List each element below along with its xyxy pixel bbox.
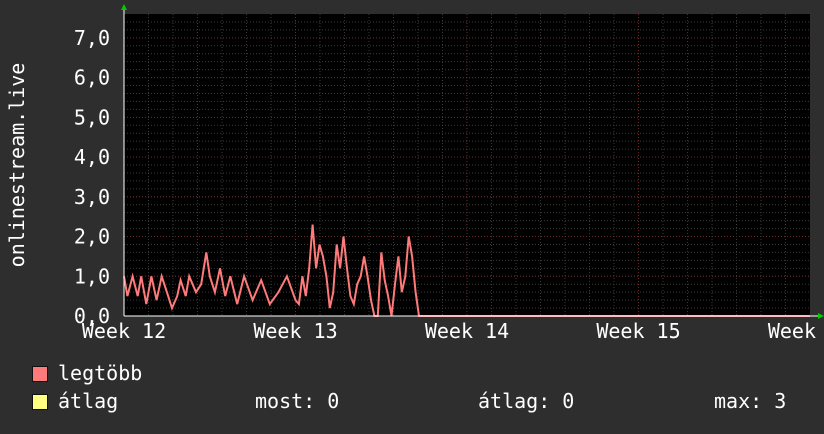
y-tick-label: 5,0	[74, 105, 110, 129]
stat-current: most: 0	[255, 389, 340, 413]
x-tick-label: Week 14	[425, 319, 509, 343]
x-tick-label: Week 16	[768, 319, 824, 343]
y-tick-label: 0,0	[74, 304, 110, 328]
y-tick-label: 2,0	[74, 225, 110, 249]
y-tick-label: 4,0	[74, 145, 110, 169]
legend-swatch-avg	[32, 394, 48, 410]
x-tick-label: Week 15	[596, 319, 680, 343]
stat-average: átlag: 0	[478, 389, 575, 413]
y-axis-arrow	[121, 4, 127, 10]
y-tick-label: 7,0	[74, 26, 110, 50]
y-tick-label: 6,0	[74, 66, 110, 90]
y-axis-label: onlinestream.live	[5, 63, 29, 268]
x-tick-label: Week 13	[253, 319, 337, 343]
legend-label-max: legtöbb	[58, 361, 143, 385]
stat-max: max: 3	[714, 389, 787, 413]
legend-label-avg: átlag	[58, 389, 119, 413]
x-axis-arrow	[818, 313, 824, 319]
legend-swatch-max	[32, 366, 48, 382]
x-tick-label: Week 12	[82, 319, 166, 343]
y-tick-label: 1,0	[74, 264, 110, 288]
y-tick-label: 3,0	[74, 185, 110, 209]
